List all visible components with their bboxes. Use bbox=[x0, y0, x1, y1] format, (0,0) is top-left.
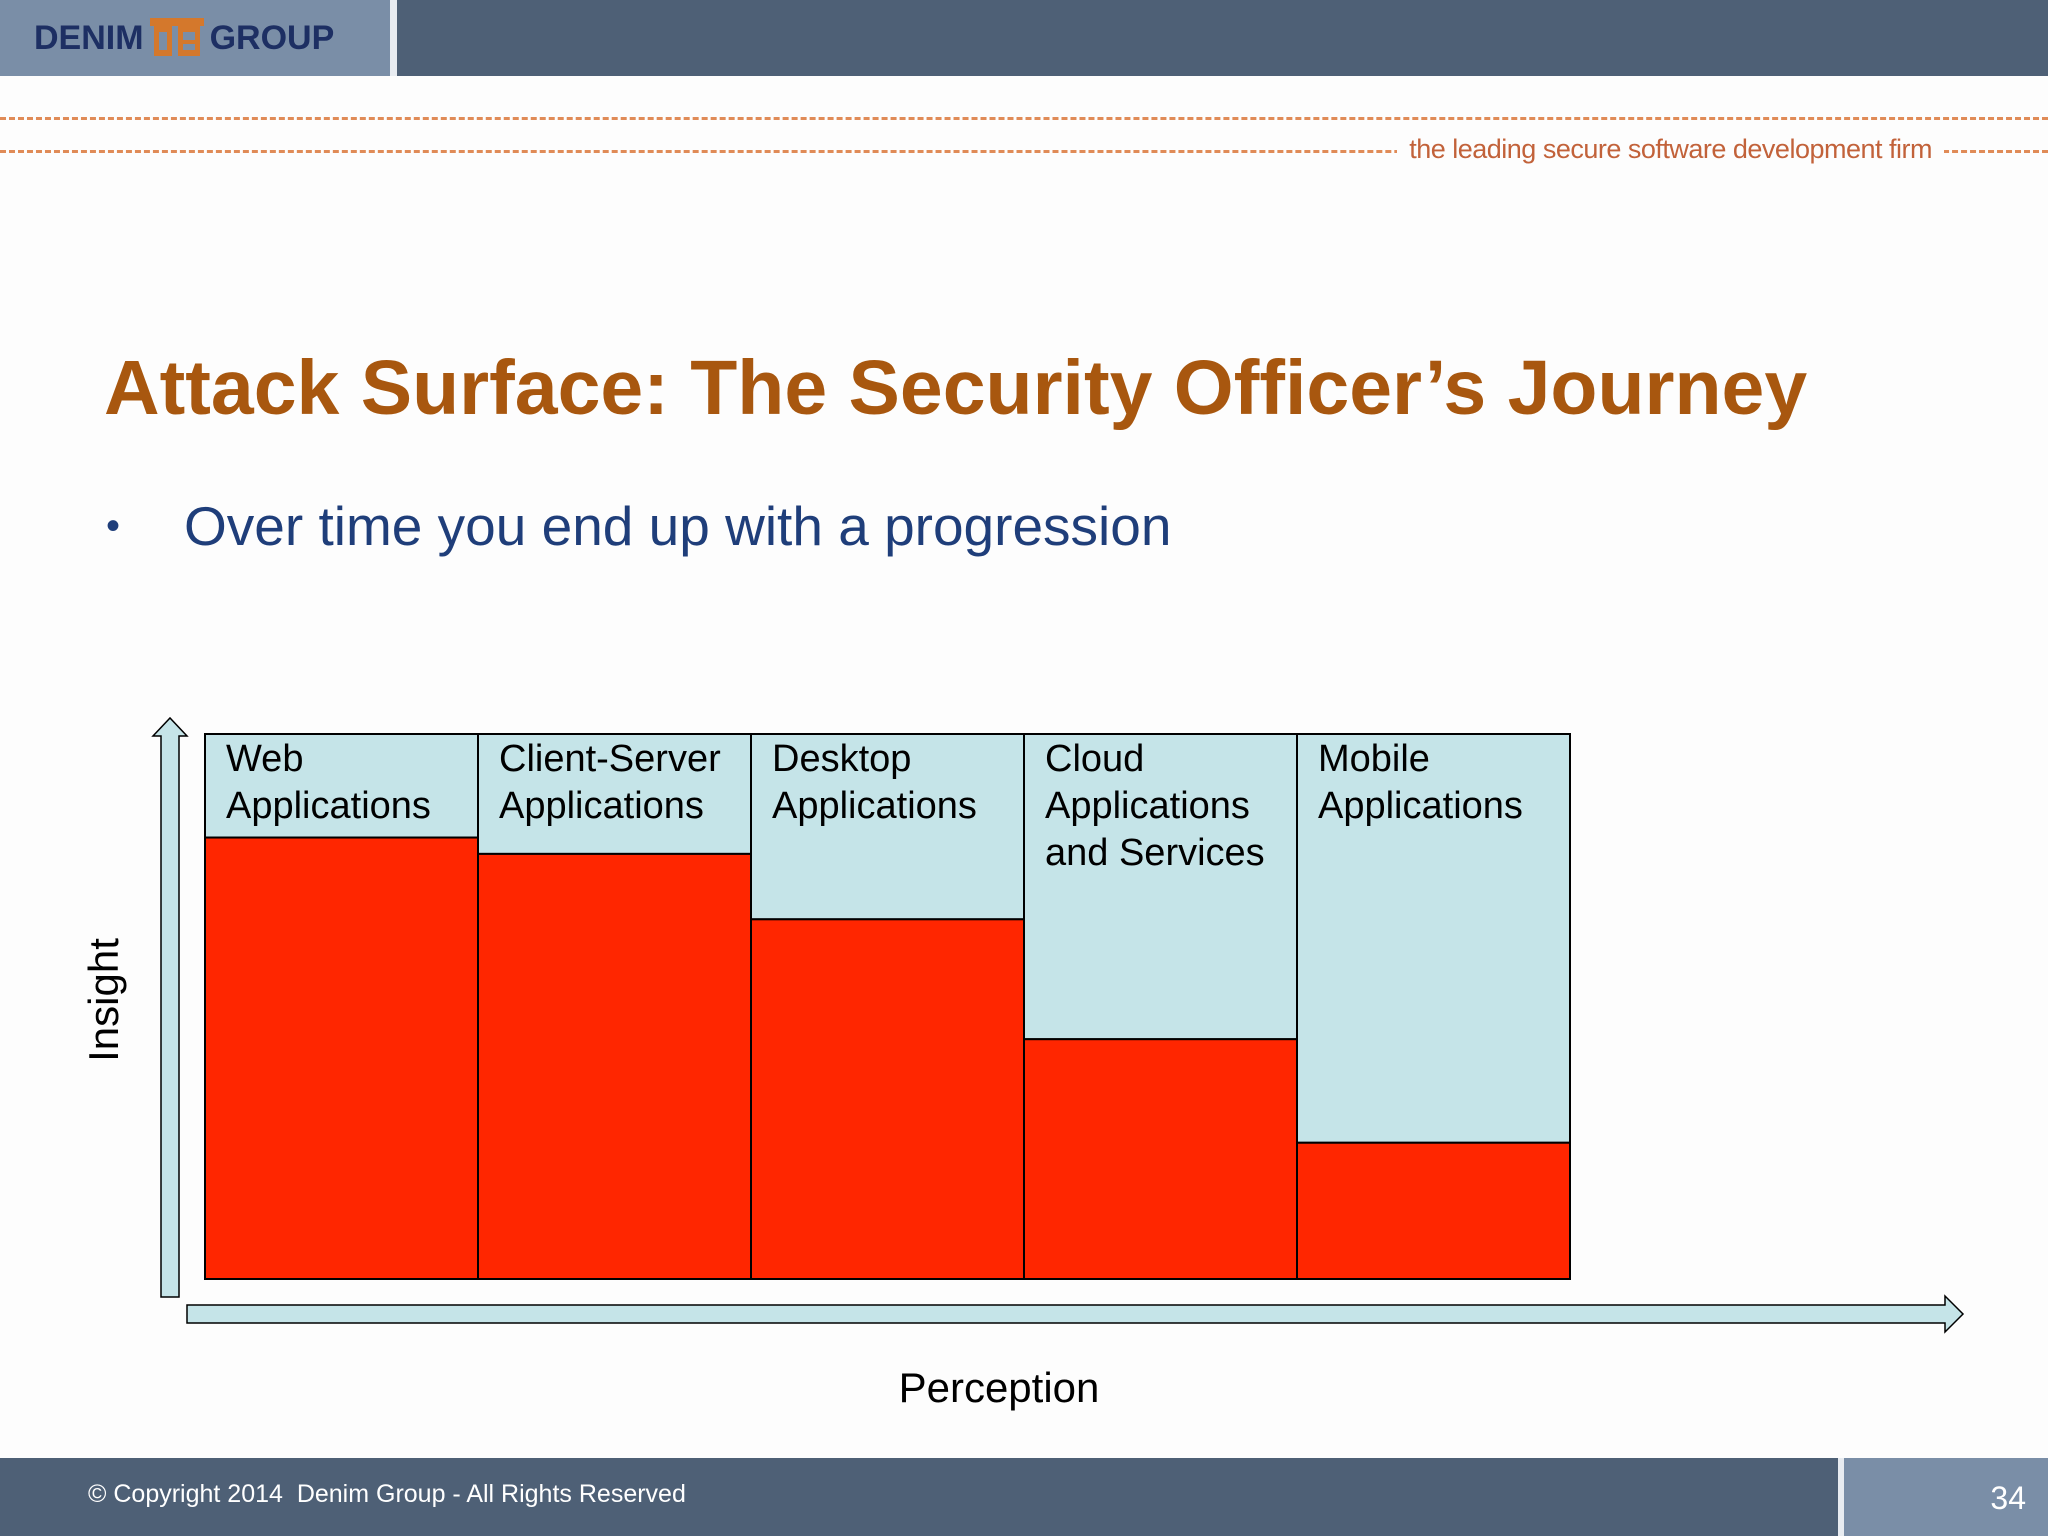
bar-label-5-line-2: Applications bbox=[1318, 785, 1523, 827]
logo-text-denim: DENIM bbox=[34, 18, 144, 57]
attack-surface-chart: Web Applications Client-Server Applications… bbox=[80, 716, 1965, 1411]
bar-insight-1 bbox=[204, 836, 479, 1280]
bar-remaining-2 bbox=[477, 733, 752, 855]
bar-insight-5 bbox=[1296, 1141, 1571, 1280]
bar-label-3-line-2: Applications bbox=[772, 785, 977, 827]
logo-text-group: GROUP bbox=[209, 18, 335, 57]
page-number: 34 bbox=[1990, 1480, 2026, 1516]
bar-label-1-line-1: Web bbox=[226, 738, 303, 780]
slide-title: Attack Surface: The Security Officer’s J… bbox=[104, 345, 1808, 431]
footer-divider bbox=[1838, 1458, 1844, 1536]
dg-logo-icon bbox=[149, 18, 204, 56]
y-axis-arrow bbox=[151, 716, 189, 1298]
bar-label-4-line-3: and Services bbox=[1045, 832, 1265, 874]
footer-bar bbox=[0, 1458, 2048, 1536]
bar-insight-4 bbox=[1023, 1038, 1298, 1280]
y-axis-label: Insight bbox=[80, 938, 127, 1062]
copyright-text: © Copyright 2014 Denim Group - All Right… bbox=[88, 1480, 686, 1508]
accent-dash-line-bottom bbox=[0, 150, 2048, 153]
x-axis-label: Perception bbox=[899, 1364, 1100, 1411]
x-axis-arrow bbox=[186, 1294, 1965, 1334]
accent-dash-line-top bbox=[0, 117, 2048, 120]
bar-remaining-4 bbox=[1023, 733, 1298, 1041]
logo-divider bbox=[390, 0, 397, 76]
page-number-box bbox=[1844, 1458, 2048, 1536]
bar-label-2-line-1: Client-Server bbox=[499, 738, 721, 780]
bar-label-4-line-2: Applications bbox=[1045, 785, 1250, 827]
bar-label-5-line-1: Mobile bbox=[1318, 738, 1430, 780]
bar-label-2-line-2: Applications bbox=[499, 785, 704, 827]
bar-remaining-5 bbox=[1296, 733, 1571, 1144]
bar-label-4-line-1: Cloud bbox=[1045, 738, 1144, 780]
bar-insight-2 bbox=[477, 852, 752, 1281]
bullet-item: • Over time you end up with a progressio… bbox=[106, 494, 1171, 558]
bar-insight-3 bbox=[750, 918, 1025, 1280]
bar-label-3-line-1: Desktop bbox=[772, 738, 911, 780]
denim-group-logo: DENIM GROUP bbox=[34, 14, 334, 62]
bar-remaining-1 bbox=[204, 733, 479, 839]
bullet-marker: • bbox=[106, 503, 121, 548]
bar-remaining-3 bbox=[750, 733, 1025, 921]
bullet-text: Over time you end up with a progression bbox=[184, 495, 1172, 557]
bar-label-1-line-2: Applications bbox=[226, 785, 431, 827]
tagline: the leading secure software development … bbox=[1397, 134, 1944, 165]
